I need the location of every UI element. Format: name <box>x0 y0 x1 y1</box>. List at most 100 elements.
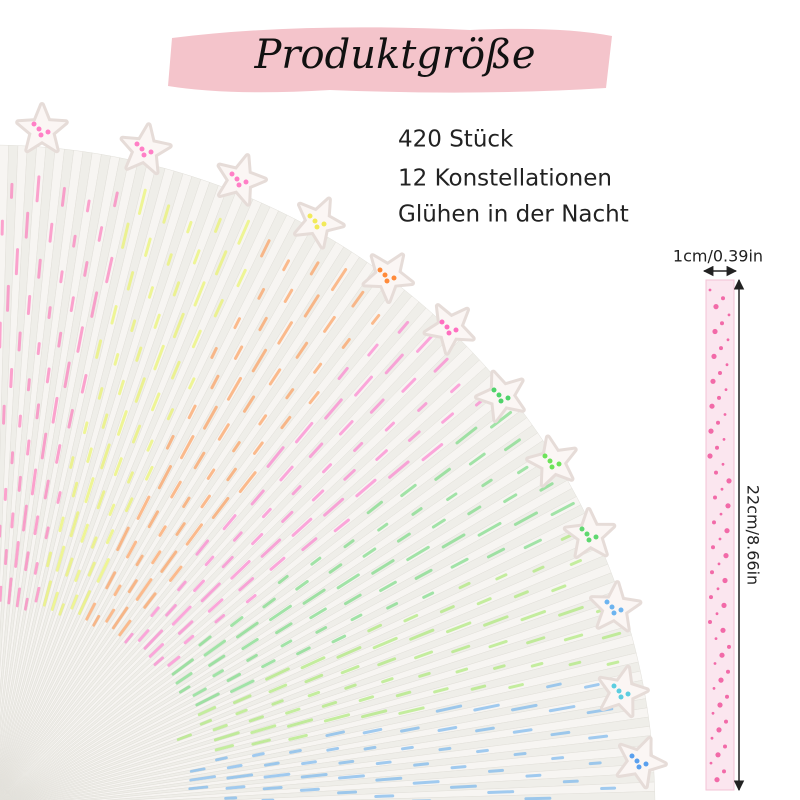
strip-pattern <box>550 501 575 517</box>
strip-dot <box>709 595 713 600</box>
strip-pattern <box>569 559 582 566</box>
strip-pattern <box>388 460 410 479</box>
strip-dot <box>721 602 727 609</box>
strip-pattern <box>30 468 38 496</box>
strip-pattern <box>200 494 211 509</box>
strip-pattern <box>101 413 109 429</box>
strip-pattern <box>508 683 524 690</box>
strip-pattern <box>105 608 116 623</box>
star <box>592 583 640 630</box>
strip-dot <box>722 769 726 774</box>
strip-pattern <box>375 760 392 766</box>
strip-pattern <box>6 284 10 312</box>
strip-pattern <box>238 577 255 592</box>
strip-pattern <box>455 426 478 445</box>
strip-pattern <box>147 286 154 299</box>
star-pattern <box>618 607 624 613</box>
strip-pattern <box>95 339 103 359</box>
strip-pattern <box>473 703 500 712</box>
strip-pattern <box>323 713 351 723</box>
strip-pattern <box>331 634 347 644</box>
strip-dot <box>724 388 728 391</box>
strip-dot <box>711 353 717 359</box>
strip-pattern <box>397 320 410 334</box>
strip-pattern <box>488 768 504 773</box>
strip-pattern <box>375 776 403 782</box>
strip-pattern <box>301 537 318 552</box>
strip-pattern <box>400 726 420 733</box>
strip-pattern <box>70 594 79 610</box>
title-banner <box>168 27 612 93</box>
strip-pattern <box>212 669 224 678</box>
strip-pattern <box>47 306 52 320</box>
star-pattern <box>542 453 548 459</box>
strip-dot <box>725 363 729 367</box>
strip-pattern <box>165 434 175 450</box>
strip-pattern <box>193 281 206 307</box>
strip-pattern <box>151 392 161 412</box>
star-pattern <box>643 761 649 767</box>
strip-pattern <box>374 794 395 798</box>
strip-pattern <box>146 439 154 452</box>
strip-pattern <box>86 447 93 463</box>
strip-pattern <box>269 604 292 622</box>
strip-pattern <box>477 521 502 537</box>
strip-pattern <box>175 522 186 536</box>
strip-pattern <box>110 305 118 325</box>
strip-pattern <box>131 424 142 444</box>
strip-pattern <box>248 715 264 723</box>
strip-pattern <box>226 773 254 780</box>
strip-pattern <box>400 483 417 498</box>
strip-pattern <box>458 581 471 590</box>
strip-dot <box>717 702 723 708</box>
strip-pattern <box>251 348 268 373</box>
strip-pattern <box>212 723 228 732</box>
strip-pattern <box>65 557 74 577</box>
star <box>122 125 170 173</box>
strip-pattern <box>36 342 41 356</box>
strip-dot <box>716 420 720 425</box>
strip-pattern <box>206 468 216 480</box>
strip-pattern <box>300 656 326 670</box>
strip-pattern <box>407 430 421 442</box>
strip-pattern <box>124 632 134 644</box>
strip-pattern <box>24 551 30 572</box>
strip-pattern <box>296 646 311 656</box>
star-pattern <box>307 213 313 219</box>
strip-pattern <box>265 667 290 681</box>
strip-pattern <box>226 376 243 401</box>
strip-pattern <box>211 496 230 520</box>
star-pattern <box>556 461 562 467</box>
strip-pattern <box>17 331 22 352</box>
strip-pattern <box>153 344 165 371</box>
strip-pattern <box>503 493 518 504</box>
strip-dot <box>716 727 722 733</box>
strip-pattern <box>230 616 244 628</box>
strip-pattern <box>76 326 84 353</box>
strip-pattern <box>476 748 489 754</box>
strip-dot <box>725 503 731 509</box>
star-pattern <box>314 224 320 230</box>
strip-dot <box>712 328 718 335</box>
strip-pattern <box>530 662 544 668</box>
strip-pattern <box>69 511 80 538</box>
strip-dot <box>725 694 729 699</box>
strip-pattern <box>153 313 161 329</box>
strip-pattern <box>235 708 248 716</box>
strip-pattern <box>324 398 343 420</box>
strip-pattern <box>300 773 328 779</box>
strip-pattern <box>108 503 116 516</box>
star-pattern <box>439 319 445 325</box>
strip-pattern <box>280 639 293 648</box>
star <box>296 199 343 247</box>
star-pattern <box>496 392 502 398</box>
strip-pattern <box>213 731 240 742</box>
strip-pattern <box>475 726 495 733</box>
strip-pattern <box>177 620 194 635</box>
strip-pattern <box>398 706 425 715</box>
strip-pattern <box>343 468 356 481</box>
strip-dot <box>713 662 717 665</box>
strip-pattern <box>260 538 282 558</box>
strip-pattern <box>226 764 243 770</box>
star-pattern <box>616 688 622 694</box>
